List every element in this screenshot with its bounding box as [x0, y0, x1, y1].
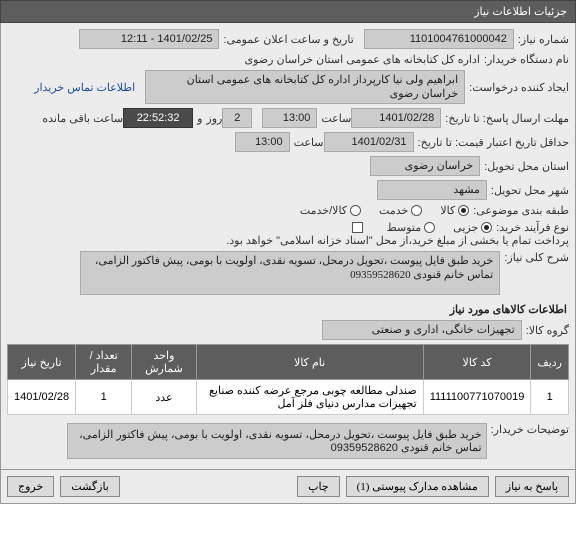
announce-datetime-value: 1401/02/25 - 12:11	[79, 29, 219, 49]
commodity-class-option-label: کالا	[440, 204, 455, 217]
credit-time-label: ساعت	[294, 136, 324, 149]
commodity-class-group: کالا خدمت کالا/خدمت	[296, 204, 469, 217]
table-header-cell: واحد شمارش	[132, 345, 196, 380]
purchase-process-option[interactable]: جزیی	[449, 221, 492, 234]
table-body: 11111100771070019صندلی مطالعه چوبی مرجع …	[8, 380, 569, 415]
radio-dot-icon	[481, 222, 492, 233]
need-desc-value	[80, 251, 500, 295]
footer-actions: پاسخ به نیاز مشاهده مدارک پیوستی (1) چاپ…	[0, 470, 576, 504]
table-cell: 1	[76, 380, 132, 415]
table-header-cell: کد کالا	[423, 345, 531, 380]
purchase-process-option[interactable]: متوسط	[383, 221, 436, 234]
table-header-cell: ردیف	[531, 345, 569, 380]
commodity-class-option[interactable]: کالا	[436, 204, 469, 217]
need-no-label: شماره نیاز:	[518, 33, 569, 46]
reply-deadline-label: مهلت ارسال پاسخ: تا تاریخ:	[445, 112, 569, 125]
radio-dot-icon	[411, 205, 422, 216]
city-label: شهر محل تحویل:	[491, 184, 569, 197]
table-cell: صندلی مطالعه چوبی مرجع عرضه کننده صنایع …	[196, 380, 423, 415]
credit-deadline-label: حداقل تاریخ اعتبار قیمت: تا تاریخ:	[418, 136, 569, 149]
table-cell: 1	[531, 380, 569, 415]
radio-dot-icon	[350, 205, 361, 216]
table-header-row: ردیفکد کالانام کالاواحد شمارشتعداد / مقد…	[8, 345, 569, 380]
table-cell: عدد	[132, 380, 196, 415]
table-row: 11111100771070019صندلی مطالعه چوبی مرجع …	[8, 380, 569, 415]
radio-dot-icon	[424, 222, 435, 233]
credit-date-value: 1401/02/31	[324, 132, 414, 152]
purchase-process-option-label: جزیی	[453, 221, 478, 234]
commodity-class-label: طبقه بندی موضوعی:	[473, 204, 569, 217]
remain-time-value: 22:52:32	[123, 108, 193, 128]
need-desc-label: شرح کلی نیاز:	[504, 251, 569, 264]
panel-title: جزئیات اطلاعات نیاز	[474, 6, 567, 18]
and-label: و	[197, 112, 202, 125]
purchase-process-label: نوع فرآیند خرید:	[496, 221, 569, 234]
reply-time-value: 13:00	[262, 108, 317, 128]
remaining-label: ساعت باقی مانده	[42, 112, 123, 125]
radio-dot-icon	[458, 205, 469, 216]
remain-days-value: 2	[222, 108, 252, 128]
province-value: خراسان رضوی	[370, 156, 480, 176]
reply-date-value: 1401/02/28	[351, 108, 441, 128]
reply-time-label: ساعت	[321, 112, 351, 125]
form-body: شماره نیاز: 1101004761000042 تاریخ و ساع…	[0, 23, 576, 470]
commodity-class-option[interactable]: خدمت	[375, 204, 422, 217]
reply-button[interactable]: پاسخ به نیاز	[495, 476, 569, 497]
commodity-group-label: گروه کالا:	[526, 324, 569, 337]
credit-time-value: 13:00	[235, 132, 290, 152]
table-header-cell: تعداد / مقدار	[76, 345, 132, 380]
back-button[interactable]: بازگشت	[60, 476, 120, 497]
print-button[interactable]: چاپ	[297, 476, 340, 497]
buyer-notes-value: خرید طبق فایل پیوست ،تحویل درمحل، تسویه …	[67, 423, 487, 459]
commodity-class-option-label: خدمت	[379, 204, 408, 217]
payment-checkbox[interactable]	[352, 222, 363, 233]
city-value: مشهد	[377, 180, 487, 200]
commodity-class-option[interactable]: کالا/خدمت	[296, 204, 361, 217]
buyer-notes-label: توضیحات خریدار:	[491, 423, 569, 436]
commodity-class-option-label: کالا/خدمت	[300, 204, 347, 217]
purchase-process-group: جزیی متوسط	[383, 221, 493, 234]
request-creator-label: ایجاد کننده درخواست:	[469, 81, 569, 94]
table-header-cell: نام کالا	[196, 345, 423, 380]
need-no-value: 1101004761000042	[364, 29, 514, 49]
province-label: استان محل تحویل:	[484, 160, 569, 173]
attachments-button[interactable]: مشاهده مدارک پیوستی (1)	[346, 476, 489, 497]
day-label: روز	[206, 112, 222, 125]
panel-header: جزئیات اطلاعات نیاز	[0, 0, 576, 23]
buyer-org-label: نام دستگاه خریدار:	[484, 53, 569, 66]
commodity-group-value: تجهیزات خانگی، اداری و صنعتی	[322, 320, 522, 340]
exit-button[interactable]: خروج	[7, 476, 54, 497]
items-table: ردیفکد کالانام کالاواحد شمارشتعداد / مقد…	[7, 344, 569, 415]
table-cell: 1401/02/28	[8, 380, 76, 415]
buyer-org-value: اداره کل کتابخانه های عمومی استان خراسان…	[245, 53, 480, 66]
request-creator-value: ابراهیم ولی نیا کارپرداز اداره کل کتابخا…	[145, 70, 465, 104]
table-cell: 1111100771070019	[423, 380, 531, 415]
payment-note-label: پرداخت تمام یا بخشی از مبلغ خرید،از محل …	[226, 234, 569, 247]
items-section-title: اطلاعات کالاهای مورد نیاز	[9, 303, 567, 316]
announce-datetime-label: تاریخ و ساعت اعلان عمومی:	[223, 33, 353, 46]
table-header-cell: تاریخ نیاز	[8, 345, 76, 380]
contact-link[interactable]: اطلاعات تماس خریدار	[34, 81, 135, 94]
purchase-process-option-label: متوسط	[387, 221, 422, 234]
